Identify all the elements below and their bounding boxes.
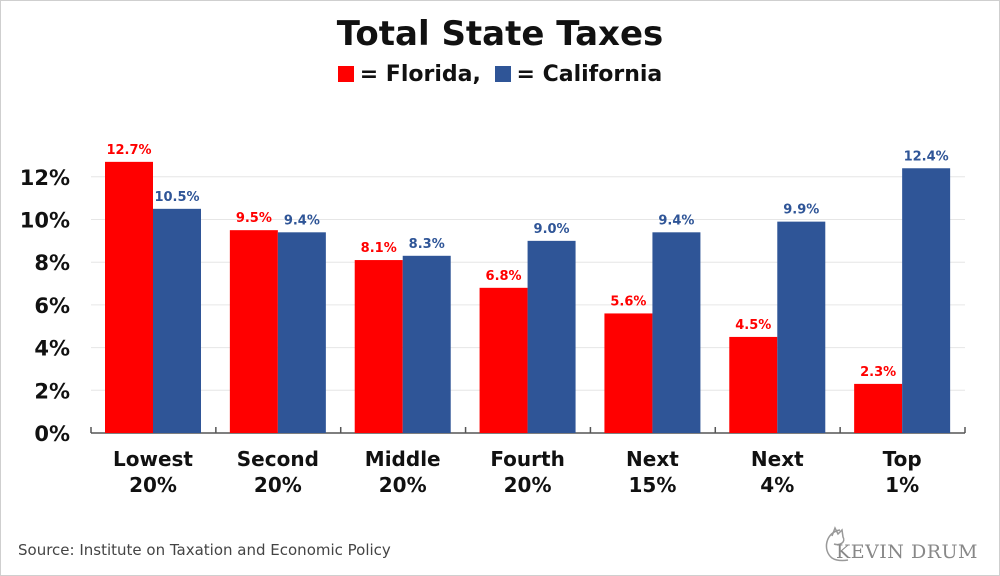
x-tick-label: Second xyxy=(237,447,319,471)
bar-florida xyxy=(354,260,403,433)
data-label: 8.1% xyxy=(361,241,397,256)
x-tick-label: Next xyxy=(626,447,679,471)
y-tick-label: 0% xyxy=(34,422,70,446)
legend-label-california: = California xyxy=(516,62,663,87)
x-tick-label: Middle xyxy=(365,447,441,471)
data-label: 2.3% xyxy=(860,365,896,380)
x-tick-label: 20% xyxy=(379,473,427,497)
x-tick-label: 20% xyxy=(504,473,552,497)
bar-florida xyxy=(479,287,528,433)
y-tick-label: 6% xyxy=(34,294,70,318)
x-tick-label: 4% xyxy=(760,473,794,497)
x-tick-label: Lowest xyxy=(113,447,193,471)
svg-text:KEVIN DRUM: KEVIN DRUM xyxy=(836,541,978,563)
y-tick-label: 12% xyxy=(20,166,70,190)
data-label: 10.5% xyxy=(154,190,199,205)
bar-florida xyxy=(729,336,778,433)
data-label: 9.9% xyxy=(783,203,819,218)
bar-california xyxy=(902,168,951,433)
x-tick-label: 1% xyxy=(885,473,919,497)
x-tick-label: 20% xyxy=(129,473,177,497)
source-note: Source: Institute on Taxation and Econom… xyxy=(18,541,391,559)
data-label: 9.5% xyxy=(236,211,272,226)
x-tick-label: 20% xyxy=(254,473,302,497)
bar-california xyxy=(277,232,326,433)
legend: = Florida, = California xyxy=(0,62,1000,87)
y-tick-label: 4% xyxy=(34,337,70,361)
bar-california xyxy=(402,255,451,433)
data-label: 6.8% xyxy=(486,269,522,284)
chart-title: Total State Taxes xyxy=(336,14,664,54)
x-tick-label: Fourth xyxy=(490,447,565,471)
data-label: 4.5% xyxy=(735,318,771,333)
bar-florida xyxy=(604,313,653,433)
bar-california xyxy=(153,208,201,433)
data-label: 8.3% xyxy=(409,237,445,252)
bar-california xyxy=(777,221,826,433)
bar-florida xyxy=(854,383,903,433)
data-label: 9.0% xyxy=(534,222,570,237)
bar-florida xyxy=(105,161,153,434)
data-label: 5.6% xyxy=(610,294,646,309)
x-tick-label: Top xyxy=(883,447,922,471)
legend-swatch-california xyxy=(494,66,511,82)
data-label: 9.4% xyxy=(284,213,320,228)
y-tick-label: 8% xyxy=(34,251,70,275)
data-label: 9.4% xyxy=(658,213,694,228)
x-tick-label: Next xyxy=(751,447,804,471)
bar-california xyxy=(652,232,701,433)
kevin-drum-logo: KEVIN DRUM xyxy=(818,524,978,564)
data-label: 12.4% xyxy=(904,149,949,164)
data-label: 12.7% xyxy=(106,143,151,158)
y-tick-label: 2% xyxy=(34,379,70,403)
y-tick-label: 10% xyxy=(20,209,70,233)
bar-california xyxy=(527,240,576,433)
x-tick-label: 15% xyxy=(628,473,676,497)
bar-florida xyxy=(229,230,278,433)
legend-swatch-florida xyxy=(337,66,354,82)
legend-label-florida: = Florida, xyxy=(359,62,481,87)
